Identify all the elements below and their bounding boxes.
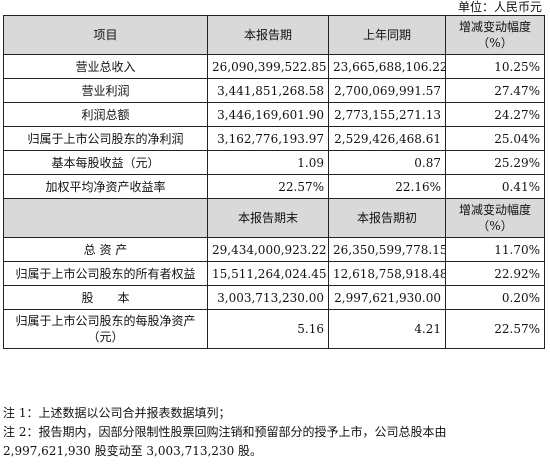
cell-change: 0.41%	[445, 174, 545, 199]
cell-change: 25.04%	[445, 126, 545, 151]
cell-period-start: 4.21	[328, 309, 446, 349]
table1-header-row: 项目 本报告期 上年同期 增减变动幅度（%）	[3, 15, 545, 55]
row-label: 归属于上市公司股东的所有者权益	[3, 261, 208, 286]
row-label: 利润总额	[3, 102, 208, 127]
cell-period-end: 3,003,713,230.00	[207, 285, 329, 310]
cell-change: 24.27%	[445, 102, 545, 127]
unit-label: 单位：人民币元	[457, 0, 542, 14]
row-label: 基本每股收益（元）	[3, 150, 208, 175]
row-label: 营业总收入	[3, 54, 208, 79]
cell-period-start: 12,618,758,918.48	[328, 261, 446, 286]
cell-prior: 2,529,426,468.61	[328, 126, 446, 151]
cell-current: 22.57%	[207, 174, 329, 199]
table-row: 加权平均净资产收益率 22.57% 22.16% 0.41%	[3, 174, 545, 199]
cell-current: 3,446,169,601.90	[207, 102, 329, 127]
header-period-start: 本报告期初	[328, 198, 446, 238]
table-row: 利润总额 3,446,169,601.90 2,773,155,271.13 2…	[3, 102, 545, 127]
table-row: 基本每股收益（元） 1.09 0.87 25.29%	[3, 150, 545, 175]
table-row: 归属于上市公司股东的每股净资产（元） 5.16 4.21 22.57%	[3, 309, 545, 349]
cell-prior: 0.87	[328, 150, 446, 175]
cell-change: 25.29%	[445, 150, 545, 175]
table-row: 股 本 3,003,713,230.00 2,997,621,930.00 0.…	[3, 285, 545, 310]
header-blank	[3, 198, 208, 238]
table-row: 总 资 产 29,434,000,923.22 26,350,599,778.1…	[3, 237, 545, 262]
cell-prior: 2,773,155,271.13	[328, 102, 446, 127]
footnotes: 注 1：上述数据以公司合并报表数据填列； 注 2：报告期内，因部分限制性股票回购…	[3, 404, 543, 461]
table-row: 归属于上市公司股东的所有者权益 15,511,264,024.45 12,618…	[3, 261, 545, 286]
cell-change: 10.25%	[445, 54, 545, 79]
row-label: 股 本	[3, 285, 208, 310]
header-period-end: 本报告期末	[207, 198, 329, 238]
financial-summary-table: 项目 本报告期 上年同期 增减变动幅度（%） 营业总收入 26,090,399,…	[3, 15, 545, 349]
cell-change: 22.57%	[445, 309, 545, 349]
cell-current: 26,090,399,522.85	[207, 54, 329, 79]
cell-change: 11.70%	[445, 237, 545, 262]
cell-change: 22.92%	[445, 261, 545, 286]
row-label: 总 资 产	[3, 237, 208, 262]
cell-prior: 22.16%	[328, 174, 446, 199]
note-1: 注 1：上述数据以公司合并报表数据填列；	[3, 406, 231, 420]
note-2: 注 2：报告期内，因部分限制性股票回购注销和预留部分的授予上市，公司总股本由	[3, 425, 447, 439]
header-change-pct: 增减变动幅度（%）	[445, 198, 545, 238]
header-item: 项目	[3, 15, 208, 55]
cell-period-start: 26,350,599,778.15	[328, 237, 446, 262]
row-label: 营业利润	[3, 78, 208, 103]
row-label: 加权平均净资产收益率	[3, 174, 208, 199]
table-row: 营业利润 3,441,851,268.58 2,700,069,991.57 2…	[3, 78, 545, 103]
table2-header-row: 本报告期末 本报告期初 增减变动幅度（%）	[3, 198, 545, 238]
cell-change: 0.20%	[445, 285, 545, 310]
cell-current: 1.09	[207, 150, 329, 175]
table-row: 归属于上市公司股东的净利润 3,162,776,193.97 2,529,426…	[3, 126, 545, 151]
header-change-pct: 增减变动幅度（%）	[445, 15, 545, 55]
note-2-continued: 2,997,621,930 股变动至 3,003,713,230 股。	[3, 444, 263, 458]
cell-change: 27.47%	[445, 78, 545, 103]
cell-period-end: 5.16	[207, 309, 329, 349]
cell-period-start: 2,997,621,930.00	[328, 285, 446, 310]
cell-period-end: 15,511,264,024.45	[207, 261, 329, 286]
header-prior-period: 上年同期	[328, 15, 446, 55]
header-current-period: 本报告期	[207, 15, 329, 55]
row-label: 归属于上市公司股东的每股净资产（元）	[3, 309, 208, 349]
cell-current: 3,441,851,268.58	[207, 78, 329, 103]
table-row: 营业总收入 26,090,399,522.85 23,665,688,106.2…	[3, 54, 545, 79]
row-label: 归属于上市公司股东的净利润	[3, 126, 208, 151]
cell-current: 3,162,776,193.97	[207, 126, 329, 151]
cell-period-end: 29,434,000,923.22	[207, 237, 329, 262]
cell-prior: 23,665,688,106.22	[328, 54, 446, 79]
cell-prior: 2,700,069,991.57	[328, 78, 446, 103]
